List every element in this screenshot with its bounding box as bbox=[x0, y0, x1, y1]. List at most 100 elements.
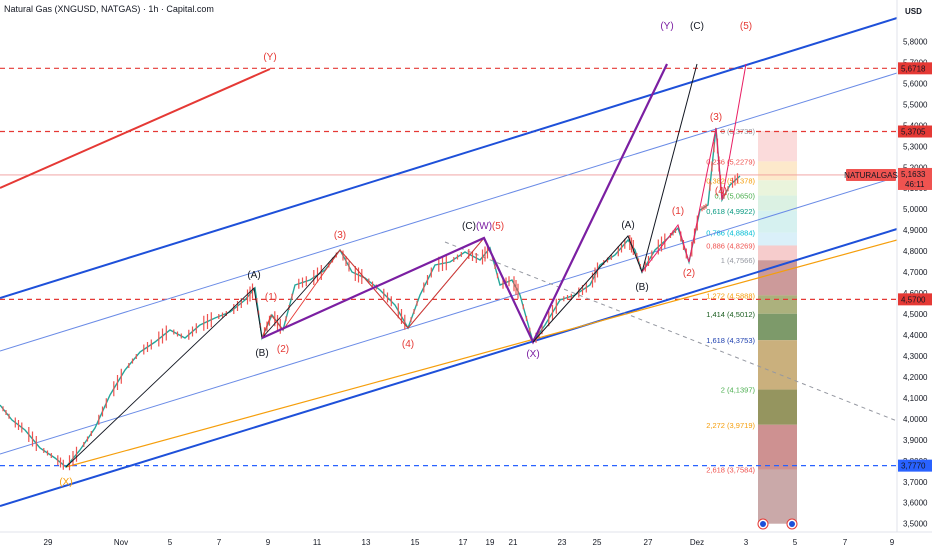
fib-band bbox=[758, 245, 797, 261]
fib-level-label: 1,618 (4,3753) bbox=[706, 336, 755, 345]
x-tick-label: Dez bbox=[690, 538, 704, 547]
price-series-line bbox=[0, 127, 741, 468]
x-tick-label: 17 bbox=[459, 538, 468, 547]
wave-label: (3) bbox=[710, 112, 722, 123]
fib-band bbox=[758, 469, 797, 524]
red-wave-path bbox=[261, 237, 485, 339]
fib-level-label: 2,618 (3,7584) bbox=[706, 466, 755, 475]
wave-label: (1) bbox=[265, 292, 277, 303]
channel-upper-line bbox=[0, 17, 898, 299]
wave-label: (4) bbox=[715, 186, 727, 197]
wave-label: (X) bbox=[59, 477, 72, 488]
event-flag-dot bbox=[789, 521, 795, 527]
fib-level-label: 1 (4,7566) bbox=[721, 256, 756, 265]
x-tick-label: 15 bbox=[411, 538, 420, 547]
event-flag-dot bbox=[760, 521, 766, 527]
wave-label: (A) bbox=[621, 220, 634, 231]
x-tick-label: 21 bbox=[509, 538, 518, 547]
y-tick-label: 3,6000 bbox=[903, 499, 928, 508]
wave-label: (1) bbox=[672, 206, 684, 217]
wave-label: (Y) bbox=[660, 21, 673, 32]
wave-label: (C) bbox=[690, 21, 704, 32]
fib-level-label: 0,886 (4,8269) bbox=[706, 241, 755, 250]
y-tick-label: 4,8000 bbox=[903, 247, 928, 256]
wave-label: (2) bbox=[277, 344, 289, 355]
y-tick-label: 4,7000 bbox=[903, 268, 928, 277]
price-candles bbox=[2, 138, 739, 471]
hidden-wave-path bbox=[66, 238, 484, 467]
y-tick-label: 3,9000 bbox=[903, 436, 928, 445]
y-tick-label: 4,2000 bbox=[903, 373, 928, 382]
x-tick-label: 3 bbox=[744, 538, 749, 547]
trend-line-orange bbox=[65, 239, 898, 468]
fib-band bbox=[758, 210, 797, 233]
fib-band bbox=[758, 130, 797, 162]
price-tag-name: NATURALGAS bbox=[844, 171, 898, 180]
x-tick-label: 7 bbox=[217, 538, 222, 547]
fib-level-label: 1,414 (4,5012) bbox=[706, 310, 755, 319]
y-tick-label: 5,0000 bbox=[903, 205, 928, 214]
fib-band bbox=[758, 195, 797, 211]
pink-wave-path bbox=[641, 63, 747, 273]
wave-label: (X) bbox=[526, 349, 539, 360]
y-tick-label: 4,1000 bbox=[903, 394, 928, 403]
x-tick-label: 9 bbox=[890, 538, 895, 547]
fib-level-label: 0,382 (5,1378) bbox=[706, 176, 755, 185]
y-tick-label: 4,5000 bbox=[903, 310, 928, 319]
black-wave-path bbox=[65, 237, 485, 468]
wave-label: (5) bbox=[740, 21, 752, 32]
wave-label: (B) bbox=[255, 348, 268, 359]
x-tick-label: Nov bbox=[114, 538, 128, 547]
x-tick-label: 13 bbox=[362, 538, 371, 547]
wave-label: (W) bbox=[476, 221, 492, 232]
fib-band bbox=[758, 180, 797, 196]
price-tag-bg bbox=[898, 293, 932, 306]
fib-band bbox=[758, 340, 797, 390]
y-tick-label: 4,3000 bbox=[903, 352, 928, 361]
price-tag-bg bbox=[898, 167, 932, 190]
fib-level-label: 2 (4,1397) bbox=[721, 386, 756, 395]
price-tag-value: 3,7770 bbox=[901, 462, 926, 471]
x-tick-label: 25 bbox=[593, 538, 602, 547]
channel-lower-line bbox=[0, 228, 898, 507]
y-tick-label: 4,4000 bbox=[903, 331, 928, 340]
wave-label: (2) bbox=[683, 268, 695, 279]
y-tick-label: 5,3000 bbox=[903, 142, 928, 151]
x-tick-label: 19 bbox=[486, 538, 495, 547]
x-tick-label: 5 bbox=[168, 538, 173, 547]
wave-label: (4) bbox=[402, 339, 414, 350]
y-tick-label: 3,7000 bbox=[903, 478, 928, 487]
x-tick-label: 5 bbox=[793, 538, 798, 547]
price-tag-countdown: 46:11 bbox=[905, 180, 925, 189]
y-tick-label: 5,5000 bbox=[903, 100, 928, 109]
black-wave-path-2 bbox=[532, 63, 698, 343]
wave-label: (A) bbox=[247, 270, 260, 281]
red-trend-line bbox=[0, 68, 271, 189]
purple-wave-path bbox=[261, 63, 668, 345]
wave-label: (C) bbox=[462, 221, 476, 232]
channel-mid-lower-line bbox=[0, 176, 898, 455]
price-tag-value: 4,5700 bbox=[901, 295, 926, 304]
y-tick-label: 5,2000 bbox=[903, 163, 928, 172]
fib-band bbox=[758, 161, 797, 181]
y-tick-label: 4,9000 bbox=[903, 226, 928, 235]
wave-label: (Y) bbox=[263, 52, 276, 63]
y-tick-label: 3,5000 bbox=[903, 520, 928, 529]
currency-label: USD bbox=[905, 7, 922, 16]
fib-level-label: 0,618 (4,9922) bbox=[706, 207, 755, 216]
fib-band bbox=[758, 295, 797, 314]
fib-level-label: 0,5 (5,0650) bbox=[715, 192, 756, 201]
wave-label: (B) bbox=[635, 282, 648, 293]
x-tick-label: 23 bbox=[558, 538, 567, 547]
dashed-projection-line bbox=[444, 241, 898, 422]
price-tag-bg bbox=[898, 125, 932, 138]
fib-level-label: 0,236 (5,2279) bbox=[706, 157, 755, 166]
fib-level-label: 2,272 (3,9719) bbox=[706, 421, 755, 430]
y-tick-label: 5,6000 bbox=[903, 79, 928, 88]
y-tick-label: 5,8000 bbox=[903, 37, 928, 46]
y-tick-label: 4,0000 bbox=[903, 415, 928, 424]
price-tag-bg bbox=[898, 62, 932, 75]
price-tag-value: 5,3705 bbox=[901, 128, 926, 137]
fib-band bbox=[758, 389, 797, 425]
